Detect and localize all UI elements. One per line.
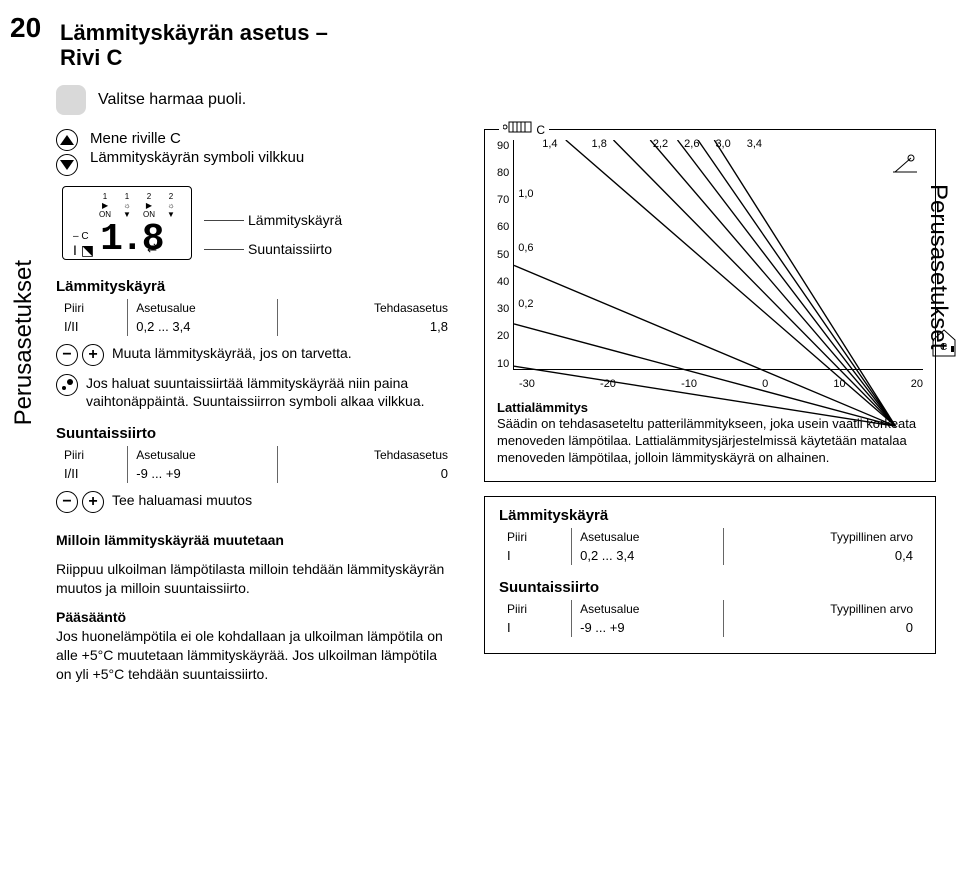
- lcd-pointer-labels: Lämmityskäyrä Suuntaissiirto: [204, 186, 342, 260]
- param1-note2: Jos haluat suuntaissiirtää lämmityskäyrä…: [86, 374, 456, 412]
- lcd-display: 1▶ON 1☼▼ 2▶ON 2☼▼ – C I⬔ 1.8 ⇄: [62, 186, 192, 260]
- param1-note: Muuta lämmityskäyrää, jos on tarvetta.: [112, 344, 352, 363]
- page-number: 20: [10, 12, 41, 44]
- param2-table: PiiriAsetusalueTehdasasetus I/II-9 ... +…: [56, 446, 456, 483]
- typical-values-box: Lämmityskäyrä PiiriAsetusalueTyypillinen…: [484, 496, 936, 654]
- house-icon: C: [929, 326, 959, 365]
- curve-lines: [514, 140, 923, 453]
- y-axis-ticks: 908070605040302010: [497, 140, 509, 370]
- up-arrow-icon[interactable]: [56, 129, 78, 151]
- param2-title: Suuntaissiirto: [56, 425, 456, 442]
- svg-text:C: C: [940, 342, 947, 353]
- minus-button[interactable]: −: [56, 491, 78, 513]
- up-down-buttons: [56, 129, 78, 176]
- page-title: Lämmityskäyrän asetus – Rivi C: [60, 20, 936, 71]
- heating-curve-chart: C 908070605040302010 1,4 1,8 2,2: [484, 129, 936, 483]
- intro-text: Mene riville C Lämmityskäyrän symboli vi…: [90, 129, 304, 168]
- top-curve-labels: 1,4 1,8 2,2 2,6 3,0 3,4: [542, 138, 762, 150]
- param1-title: Lämmityskäyrä: [56, 278, 456, 295]
- plus-button[interactable]: +: [82, 491, 104, 513]
- radiator-icon: C: [499, 120, 549, 137]
- left-sidebar-label: Perusasetukset: [10, 260, 38, 425]
- param2-note: Tee haluamasi muutos: [112, 491, 252, 510]
- minus-button[interactable]: −: [56, 344, 78, 366]
- down-arrow-icon[interactable]: [56, 154, 78, 176]
- param1-table: PiiriAsetusalueTehdasasetus I/II0,2 ... …: [56, 299, 456, 336]
- subtitle: Valitse harmaa puoli.: [98, 91, 246, 109]
- toggle-icon[interactable]: [56, 374, 78, 396]
- sun-icon: [893, 154, 917, 179]
- plus-button[interactable]: +: [82, 344, 104, 366]
- milloin-block: Milloin lämmityskäyrää muutetaan Riippuu…: [56, 531, 456, 683]
- gray-square-icon: [56, 85, 86, 115]
